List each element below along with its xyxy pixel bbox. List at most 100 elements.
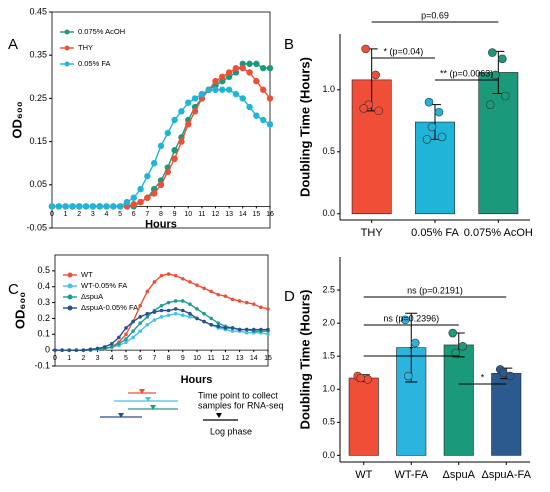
x-tick-label: 9 <box>181 355 185 362</box>
annotation: * <box>409 344 413 354</box>
data-point <box>159 308 164 313</box>
data-point <box>157 142 165 150</box>
replicate-point <box>356 373 366 383</box>
x-tick-label: 9 <box>173 211 177 218</box>
data-point <box>259 305 263 310</box>
y-tick-label: 0.1 <box>37 329 50 339</box>
data-point <box>259 64 267 72</box>
data-point <box>124 337 128 341</box>
data-point <box>216 321 221 325</box>
data-point <box>232 90 240 98</box>
data-point <box>202 319 206 324</box>
data-point <box>253 60 260 68</box>
bar <box>443 344 474 456</box>
replicate-point <box>486 100 495 109</box>
data-point <box>81 348 86 352</box>
annotation: ns (p=0.2396) <box>383 313 439 323</box>
data-point <box>178 138 185 145</box>
data-point <box>259 327 263 332</box>
data-point <box>223 294 228 299</box>
data-point <box>138 321 142 325</box>
y-axis-label: OD₆₀₀ <box>12 292 27 329</box>
legend-label: 0.05% FA <box>78 59 111 68</box>
data-point <box>188 302 192 306</box>
data-point <box>244 327 249 332</box>
y-axis-label: OD₆₀₀ <box>9 101 24 138</box>
x-tick-label: ΔspuA-FA <box>481 469 531 481</box>
data-point <box>259 116 267 124</box>
data-point <box>103 203 110 210</box>
data-point <box>95 346 100 351</box>
annotation: p=0.69 <box>421 10 449 20</box>
data-point <box>89 203 97 210</box>
y-tick-label: 1.0 <box>322 84 335 94</box>
replicate-point <box>363 375 373 384</box>
panel-label: D <box>284 288 295 305</box>
replicate-point <box>434 107 444 117</box>
data-point <box>144 172 151 180</box>
data-point <box>239 64 246 72</box>
data-point <box>195 283 199 287</box>
data-point <box>171 116 178 124</box>
x-tick-label: 6 <box>132 211 136 218</box>
annotation: Time point to collect <box>198 390 278 400</box>
data-point <box>216 292 221 297</box>
y-tick-label: 0.15 <box>29 136 47 146</box>
sampling-markers <box>100 389 238 421</box>
replicate-point <box>427 122 437 132</box>
data-point <box>124 340 128 345</box>
data-point <box>225 86 233 93</box>
data-point <box>60 348 64 352</box>
data-point <box>253 77 260 85</box>
x-tick-label: ΔspuA <box>443 469 476 481</box>
x-tick-label: 15 <box>264 355 272 362</box>
data-point <box>205 86 212 93</box>
replicate-point <box>451 348 461 358</box>
replicate-point <box>491 70 500 80</box>
legend-marker <box>64 45 70 51</box>
x-tick-label: WT-FA <box>394 469 428 481</box>
data-point <box>159 273 164 278</box>
y-axis-label: Doubling Time (Hours) <box>297 290 312 430</box>
annotation: ns (p=0.2191) <box>407 285 463 295</box>
data-point <box>266 121 274 128</box>
x-tick-label: 0 <box>50 211 54 218</box>
data-point <box>237 299 242 303</box>
data-point <box>253 112 260 119</box>
data-point <box>266 64 274 72</box>
x-tick-label: 8 <box>159 211 163 218</box>
bar <box>348 377 379 456</box>
x-tick-label: 10 <box>193 355 201 362</box>
y-tick-label: 2.0 <box>322 318 335 328</box>
x-tick-label: 4 <box>110 355 114 362</box>
x-tick-label: 12 <box>212 211 220 218</box>
data-point <box>198 90 206 98</box>
data-point <box>82 203 90 210</box>
y-tick-label: 0.3 <box>37 297 50 307</box>
data-point <box>166 272 171 276</box>
x-tick-label: 2 <box>81 355 85 362</box>
data-point <box>88 347 93 352</box>
legend-label: THY <box>78 43 93 52</box>
data-point <box>191 95 199 102</box>
y-tick-label: -0.05 <box>26 222 47 232</box>
data-point <box>181 276 185 281</box>
data-point <box>116 203 124 210</box>
data-point <box>188 315 192 319</box>
x-tick-label: 3 <box>96 355 100 362</box>
data-point <box>159 315 164 319</box>
data-point <box>96 203 103 210</box>
data-point <box>152 280 157 284</box>
replicate-point <box>448 328 458 338</box>
data-point <box>181 313 185 318</box>
data-point <box>181 299 185 303</box>
x-axis-label: Hours <box>181 374 213 386</box>
replicate-point <box>410 338 420 348</box>
data-point <box>62 203 69 210</box>
x-tick-label: 4 <box>105 211 109 218</box>
y-tick-label: 0.5 <box>322 417 335 427</box>
data-point <box>230 326 235 330</box>
data-point <box>152 318 157 322</box>
data-point <box>252 302 256 306</box>
y-tick-label: 0.2 <box>37 313 50 323</box>
